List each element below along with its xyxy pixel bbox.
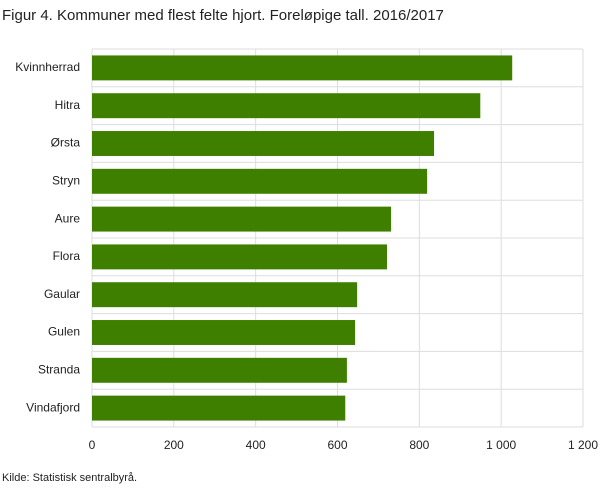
- bar: [92, 55, 513, 81]
- y-tick-label: Stryn: [52, 173, 80, 187]
- y-tick-label: Aure: [55, 211, 81, 225]
- y-tick-label: Kvinnherrad: [15, 60, 80, 74]
- bar: [92, 206, 392, 232]
- bar: [92, 357, 347, 383]
- bar: [92, 282, 358, 308]
- x-tick-label: 1 000: [486, 438, 516, 452]
- y-tick-label: Ørsta: [51, 136, 81, 150]
- x-tick-label: 600: [327, 438, 347, 452]
- x-tick-label: 1 200: [568, 438, 598, 452]
- x-tick-label: 0: [89, 438, 96, 452]
- bar: [92, 320, 356, 345]
- y-tick-label: Gaular: [44, 287, 80, 301]
- y-tick-label: Gulen: [48, 325, 80, 339]
- y-tick-label: Hitra: [55, 98, 81, 112]
- bar: [92, 131, 435, 156]
- y-tick-label: Flora: [53, 249, 81, 263]
- x-tick-label: 400: [246, 438, 266, 452]
- x-tick-label: 800: [409, 438, 429, 452]
- bar: [92, 168, 428, 194]
- source: Kilde: Statistisk sentralbyrå.: [2, 472, 137, 484]
- bar: [92, 395, 346, 421]
- x-tick-label: 200: [164, 438, 184, 452]
- bar: [92, 93, 481, 119]
- chart-title: Figur 4. Kommuner med flest felte hjort.…: [2, 7, 444, 24]
- y-tick-label: Vindafjord: [26, 400, 80, 414]
- y-tick-label: Stranda: [38, 362, 80, 376]
- bar: [92, 244, 388, 270]
